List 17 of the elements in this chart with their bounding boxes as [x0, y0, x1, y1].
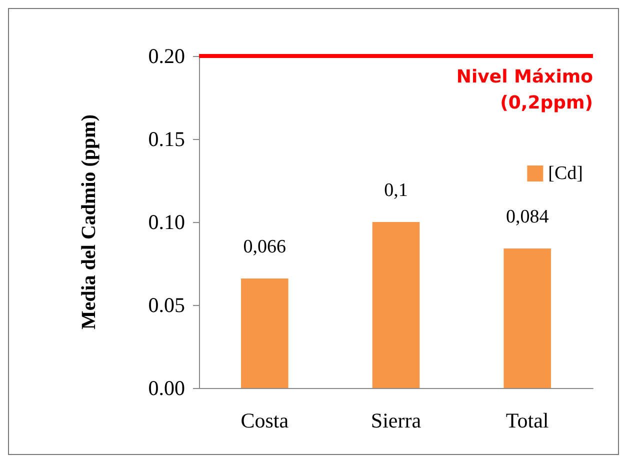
- data-label: 0,084: [506, 206, 550, 228]
- bar: [372, 222, 420, 388]
- data-label: 0,066: [243, 236, 286, 258]
- y-tick-label: 0.00: [148, 376, 185, 400]
- y-tick-label: 0.10: [148, 210, 185, 234]
- ref-line-label: Nivel Máximo (0,2ppm): [456, 66, 593, 114]
- y-tick-label: 0.20: [148, 44, 185, 68]
- data-label: 0,1: [384, 180, 408, 201]
- legend-label: [Cd]: [548, 163, 583, 184]
- x-tick-label: Costa: [240, 408, 290, 432]
- y-tick-label: 0.05: [148, 293, 185, 317]
- y-axis-title: Media del Cadmio (ppm): [78, 114, 100, 330]
- x-tick-label: Sierra: [370, 408, 422, 432]
- bar: [504, 248, 551, 388]
- x-tick-label: Total: [506, 408, 549, 432]
- y-tick-label: 0.15: [148, 127, 185, 151]
- bar: [241, 278, 288, 388]
